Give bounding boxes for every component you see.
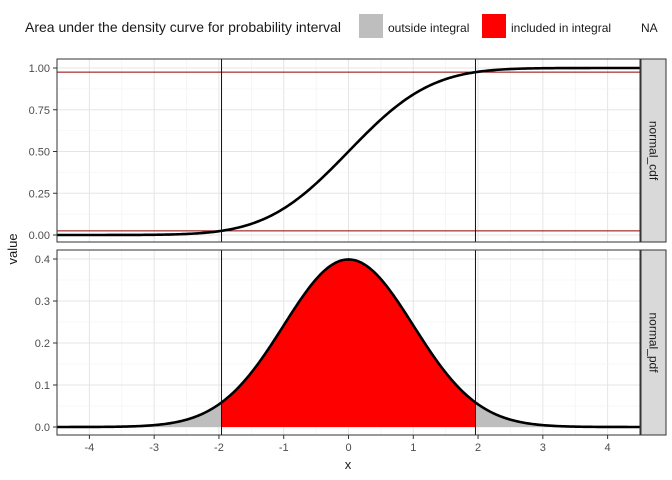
grid <box>56 59 641 242</box>
strip-background <box>640 249 667 436</box>
x-tick-label: 4 <box>605 442 611 454</box>
legend-label: NA <box>641 21 658 35</box>
x-tick-label: -3 <box>149 442 159 454</box>
strip-background <box>640 58 667 243</box>
panels: normal_cdf0.000.250.500.751.00normal_pdf… <box>29 58 667 454</box>
x-tick-label: -2 <box>214 442 224 454</box>
x-tick-label: 3 <box>540 442 546 454</box>
y-tick-label: 0.0 <box>35 422 50 434</box>
legend-title: Area under the density curve for probabi… <box>25 19 341 35</box>
strip-label: normal_pdf <box>647 312 661 373</box>
x-axis-title: x <box>345 457 352 472</box>
series-line <box>57 258 640 429</box>
y-tick-label: 0.4 <box>35 254 50 266</box>
y-tick-label: 0.3 <box>35 296 50 308</box>
x-tick-label: 2 <box>475 442 481 454</box>
legend-label: outside integral <box>388 21 469 35</box>
x-tick-label: 0 <box>345 442 351 454</box>
series-line <box>57 66 640 237</box>
x-tick-label: 1 <box>410 442 416 454</box>
y-tick-label: 0.2 <box>35 338 50 350</box>
y-tick-label: 0.1 <box>35 380 50 392</box>
y-axis-title: value <box>5 233 20 264</box>
panel-normal_pdf: normal_pdf 0.0 0.1 0.2 0.3 0.4 -4 -3 -2 -1 0 1 2 3 4 <box>35 249 667 454</box>
y-tick-label: 0.00 <box>29 230 50 242</box>
area-included <box>221 259 476 427</box>
panel-border <box>56 58 641 243</box>
legend-swatch <box>359 14 383 38</box>
legend-label: included in integral <box>511 21 611 35</box>
legend-entries: outside integral included in integral NA <box>359 14 658 38</box>
y-tick-label: 0.50 <box>29 147 50 159</box>
y-tick-label: 0.75 <box>29 105 50 117</box>
x-tick-label: -4 <box>84 442 94 454</box>
legend-swatch <box>482 14 506 38</box>
legend: Area under the density curve for probabi… <box>25 14 658 38</box>
strip-label: normal_cdf <box>647 121 661 181</box>
panel-normal_cdf: normal_cdf 0.00 0.25 0.50 0.75 1.00 <box>29 58 667 243</box>
y-tick-label: 0.25 <box>29 188 50 200</box>
area-outside-left <box>57 402 222 427</box>
area-outside-right <box>475 402 640 427</box>
x-tick-label: -1 <box>279 442 289 454</box>
legend-swatch <box>612 14 636 38</box>
y-tick-label: 1.00 <box>29 63 50 75</box>
